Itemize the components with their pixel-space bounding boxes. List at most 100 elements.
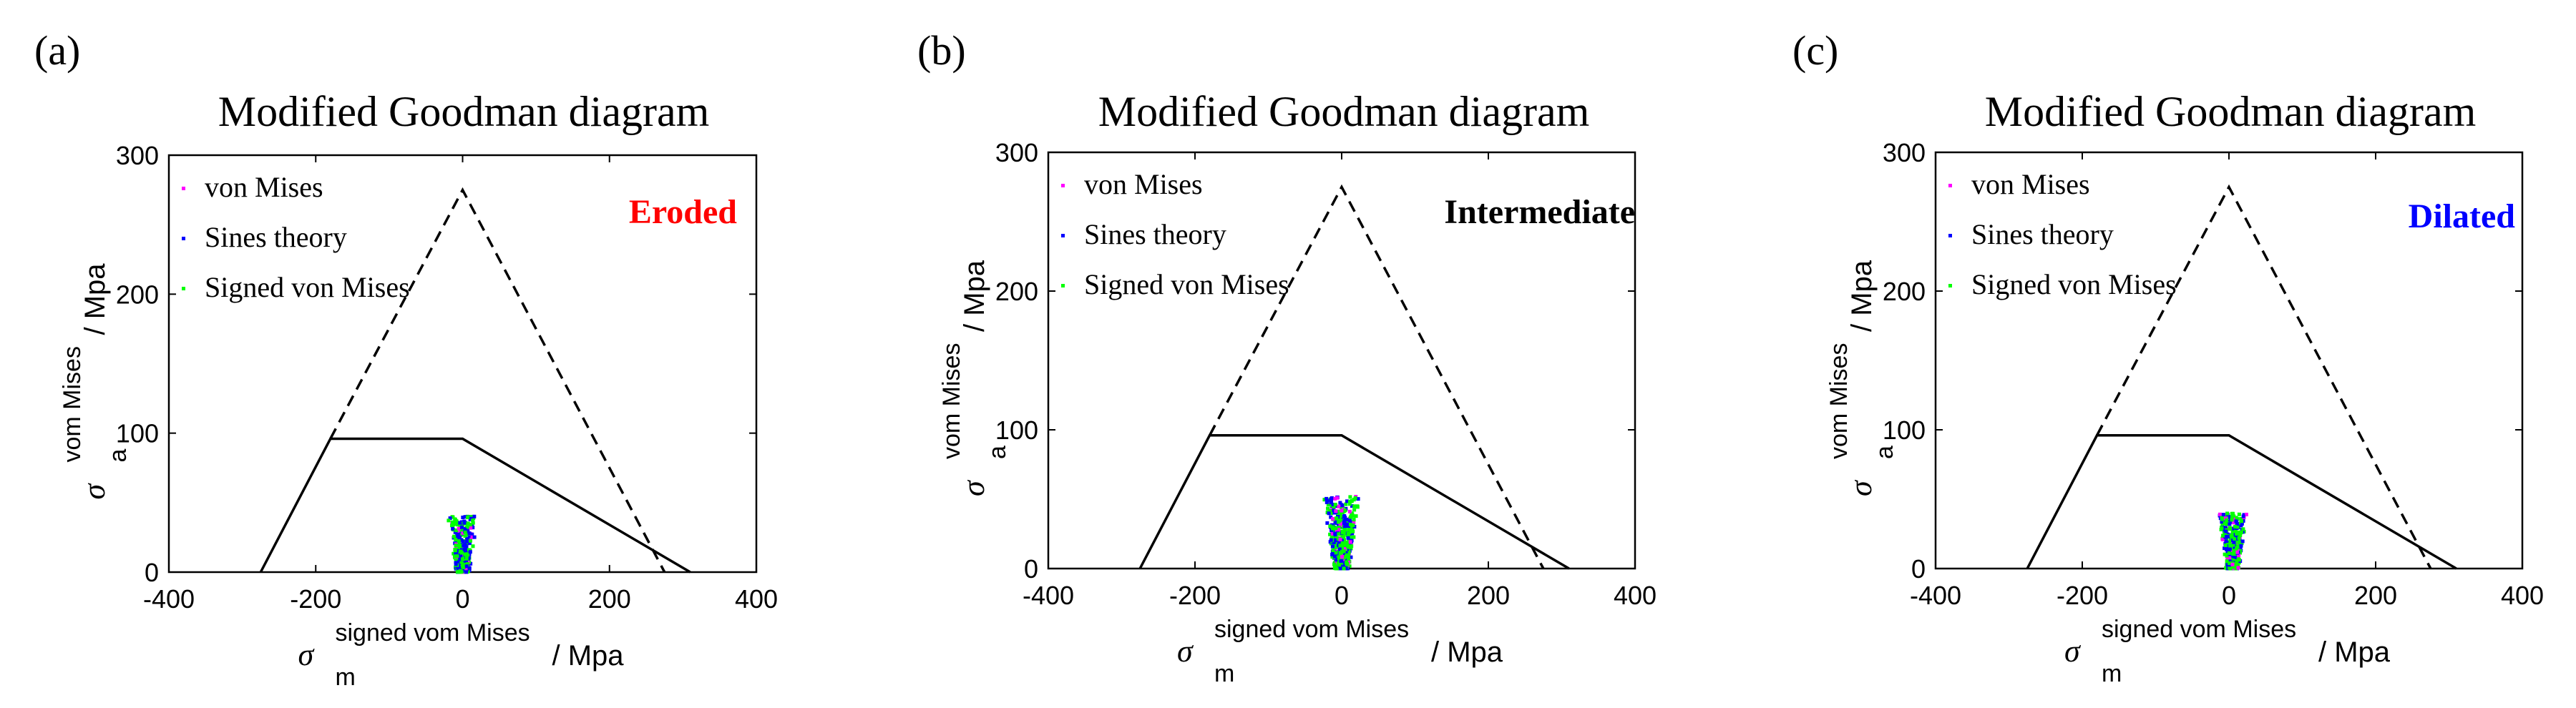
scatter-point <box>457 566 462 570</box>
scatter-point <box>461 568 465 572</box>
scatter-point <box>1342 556 1347 560</box>
scatter-point <box>1327 511 1331 516</box>
legend-marker <box>182 237 185 240</box>
scatter-points <box>2218 511 2248 571</box>
scatter-point <box>452 523 456 527</box>
scatter-point <box>1335 561 1339 566</box>
scatter-point <box>459 560 464 564</box>
scatter-point <box>1335 528 1339 533</box>
scatter-point <box>2235 546 2239 550</box>
y-tick-label: 100 <box>1883 416 1926 445</box>
scatter-point <box>453 548 457 552</box>
y-tick-label: 300 <box>995 138 1038 167</box>
scatter-point <box>2230 565 2235 569</box>
scatter-point <box>2230 531 2235 536</box>
scatter-point <box>2224 539 2228 544</box>
scatter-point <box>1340 555 1345 559</box>
scatter-point <box>1326 503 1330 507</box>
scatter-point <box>2225 522 2229 526</box>
scatter-point <box>2223 531 2227 536</box>
scatter-point <box>1344 502 1348 506</box>
scatter-point <box>462 565 466 569</box>
scatter-point <box>2239 530 2243 534</box>
scatter-point <box>1349 535 1353 539</box>
y-tick-label: 200 <box>1883 277 1926 306</box>
y-axis-unit: / Mpa <box>1846 260 1878 332</box>
scatter-point <box>2232 540 2236 544</box>
scatter-point <box>466 521 470 526</box>
scatter-point <box>1346 532 1350 536</box>
scatter-point <box>1329 501 1333 505</box>
scatter-point <box>458 521 462 525</box>
scatter-point <box>1331 548 1335 552</box>
scatter-point <box>458 524 462 528</box>
x-axis-superscript: signed vom Mises <box>1214 616 1409 643</box>
scatter-point <box>461 531 465 535</box>
y-axis-subscript: a <box>1871 446 1898 459</box>
scatter-point <box>472 535 477 539</box>
scatter-point <box>464 564 469 569</box>
scatter-point <box>2220 516 2224 520</box>
scatter-point <box>1335 566 1339 571</box>
scatter-point <box>470 532 474 536</box>
scatter-point <box>1345 557 1349 561</box>
scatter-point <box>1347 556 1351 561</box>
scatter-point <box>2235 537 2239 541</box>
x-tick-label: -200 <box>1169 581 1221 610</box>
scatter-points <box>447 514 477 574</box>
scatter-point <box>1334 521 1338 525</box>
scatter-point <box>2230 562 2235 566</box>
scatter-point <box>448 516 452 521</box>
scatter-point <box>2241 514 2245 518</box>
scatter-point <box>2220 537 2225 541</box>
x-tick-label: 200 <box>1467 581 1510 610</box>
scatter-point <box>464 556 469 561</box>
scatter-point <box>2232 521 2236 525</box>
scatter-point <box>1340 503 1345 508</box>
scatter-point <box>454 528 459 533</box>
scatter-point <box>1340 531 1345 535</box>
scatter-point <box>1346 524 1350 528</box>
y-tick-label: 200 <box>116 280 159 309</box>
scatter-point <box>1337 509 1342 513</box>
scatter-point <box>2229 534 2233 538</box>
scatter-point <box>2228 541 2233 545</box>
scatter-point <box>2230 511 2234 516</box>
scatter-point <box>2223 552 2227 556</box>
scatter-point <box>1353 496 1357 500</box>
scatter-point <box>453 518 457 522</box>
y-axis-subscript: a <box>104 449 132 463</box>
scatter-point <box>447 518 451 523</box>
x-tick-label: 200 <box>588 584 631 614</box>
scatter-point <box>469 516 473 521</box>
scatter-point <box>467 556 471 560</box>
x-tick-label: 200 <box>2354 581 2397 610</box>
scatter-point <box>2241 527 2245 531</box>
y-axis-superscript: vom Mises <box>938 343 965 459</box>
x-axis-symbol: σ <box>2064 634 2082 669</box>
scatter-point <box>2221 534 2225 538</box>
goodman-solid-line <box>1138 434 1570 570</box>
scatter-point <box>1345 499 1350 503</box>
legend-label: Sines theory <box>1084 218 1226 250</box>
scatter-point <box>2218 512 2222 516</box>
scatter-point <box>1345 553 1349 557</box>
scatter-point <box>2235 517 2240 521</box>
scatter-point <box>1332 538 1337 542</box>
y-tick-label: 100 <box>995 416 1038 445</box>
x-tick-label: -200 <box>290 584 341 614</box>
scatter-point <box>1342 525 1347 529</box>
scatter-point <box>1345 561 1350 566</box>
scatter-point <box>1332 505 1336 509</box>
x-tick-label: -400 <box>143 584 195 614</box>
scatter-point <box>2237 536 2241 540</box>
y-axis-label: σ a vom Mises / Mpa <box>938 260 1011 496</box>
scatter-point <box>1331 551 1335 555</box>
scatter-point <box>2237 541 2241 545</box>
legend-marker <box>1061 284 1065 287</box>
scatter-point <box>1325 521 1330 525</box>
x-axis-superscript: signed vom Mises <box>336 619 530 646</box>
scatter-point <box>1348 529 1352 534</box>
scatter-point <box>1349 555 1353 559</box>
